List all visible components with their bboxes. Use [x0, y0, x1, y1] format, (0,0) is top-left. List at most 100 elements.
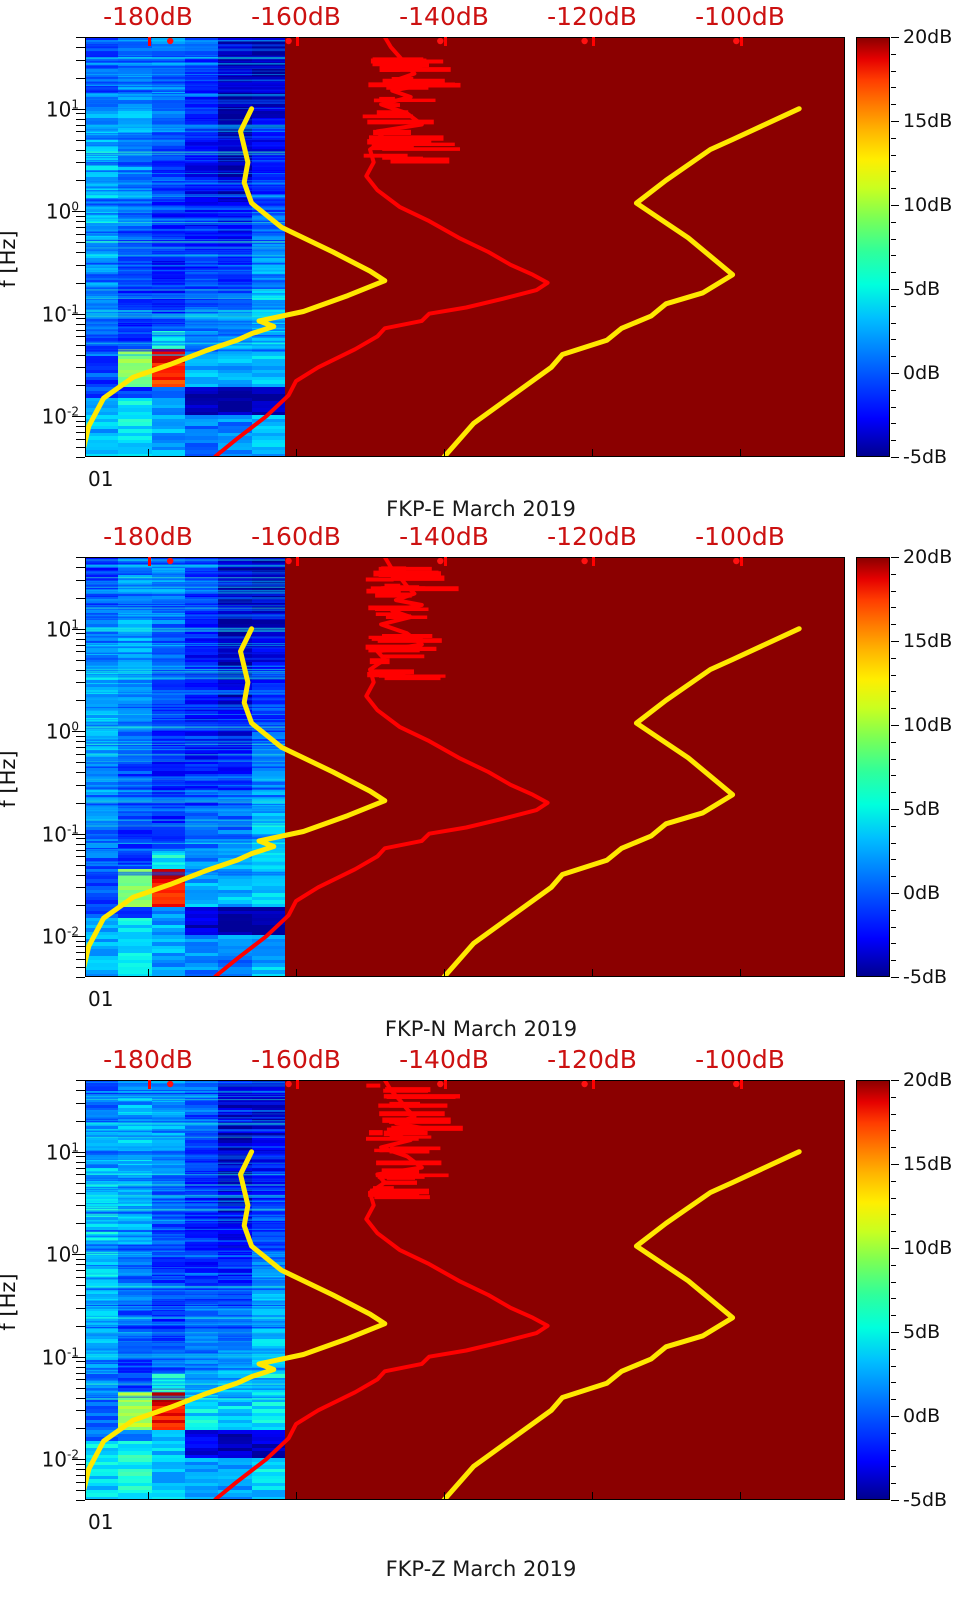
- heatmap-cell: [151, 788, 185, 792]
- heatmap-cell: [218, 425, 252, 429]
- y-axis-label-mantissa: 10: [45, 1242, 72, 1267]
- heatmap-cell: [118, 390, 152, 394]
- heatmap-cell: [251, 37, 285, 41]
- heatmap-cell: [251, 86, 285, 90]
- colorbar-minor-tick: [891, 70, 896, 72]
- heatmap-cell: [218, 760, 252, 764]
- heatmap-cell: [85, 844, 119, 848]
- heatmap-cell: [118, 446, 152, 450]
- heatmap-cell: [184, 1496, 219, 1500]
- y-axis-tick: [76, 1387, 85, 1389]
- heatmap-cell: [151, 669, 185, 673]
- heatmap-cell: [85, 942, 119, 946]
- heatmap-cell: [218, 700, 252, 704]
- heatmap-cell: [118, 345, 152, 349]
- heatmap-cell: [218, 970, 252, 974]
- heatmap-cell: [151, 819, 185, 823]
- heatmap-cell: [251, 1094, 285, 1098]
- heatmap-cell: [118, 404, 152, 408]
- heatmap-cell: [118, 634, 152, 638]
- heatmap-cell: [118, 1398, 152, 1402]
- heatmap-cell: [151, 68, 185, 72]
- heatmap-cell: [151, 1486, 185, 1490]
- heatmap-cell: [151, 655, 185, 659]
- heatmap-cell: [218, 942, 252, 946]
- heatmap-cell: [85, 142, 119, 146]
- heatmap-cell: [218, 945, 252, 949]
- y-axis-label: 10-2: [42, 926, 79, 947]
- colorbar-label: 5dB: [903, 1321, 941, 1343]
- y-axis-tick: [76, 1428, 85, 1430]
- heatmap-cell: [118, 366, 152, 370]
- y-axis-tick: [72, 416, 85, 418]
- heatmap-cell: [218, 1437, 252, 1441]
- heatmap-cell: [218, 910, 252, 914]
- heatmap-cell: [118, 648, 152, 652]
- heatmap-cell: [251, 96, 285, 100]
- heatmap-cell: [218, 567, 252, 571]
- colorbar-minor-tick: [891, 1197, 896, 1199]
- heatmap-cell: [118, 86, 152, 90]
- heatmap-cell: [251, 749, 285, 753]
- heatmap-cell: [118, 369, 152, 373]
- y-axis-tick: [76, 784, 85, 786]
- heatmap-cell: [251, 103, 285, 107]
- heatmap-cell: [251, 620, 285, 624]
- heatmap-cell: [251, 285, 285, 289]
- heatmap-cell: [218, 299, 252, 303]
- heatmap-cell: [251, 51, 285, 55]
- heatmap-cell: [85, 623, 119, 627]
- y-axis-label: 100: [46, 721, 79, 742]
- heatmap-cell: [118, 317, 152, 321]
- heatmap-cell: [85, 285, 119, 289]
- heatmap-cell: [151, 103, 185, 107]
- heatmap-cell: [251, 1391, 285, 1395]
- heatmap-cell: [118, 394, 152, 398]
- heatmap-cell: [151, 956, 185, 960]
- heatmap-cell: [151, 1496, 185, 1500]
- colorbar-minor-tick: [891, 137, 896, 139]
- y-axis-label-exponent: 1: [71, 617, 79, 632]
- y-axis-tick: [76, 741, 85, 743]
- heatmap-cell: [251, 142, 285, 146]
- heatmap-cell: [151, 1402, 185, 1406]
- heatmap-cell: [251, 788, 285, 792]
- heatmap-cell: [118, 257, 152, 261]
- heatmap-cell: [118, 1342, 152, 1346]
- heatmap-cell: [85, 1416, 119, 1420]
- heatmap-cell: [151, 355, 185, 359]
- heatmap-cell: [184, 910, 219, 914]
- heatmap-cell: [184, 1185, 219, 1189]
- heatmap-cell: [118, 1202, 152, 1206]
- ppsd-plot-area[interactable]: [85, 557, 845, 977]
- heatmap-cell: [151, 376, 185, 380]
- heatmap-cell: [251, 1206, 285, 1210]
- heatmap-cell: [151, 226, 185, 230]
- heatmap-cell: [218, 1279, 252, 1283]
- heatmap-cell: [218, 380, 252, 384]
- heatmap-cell: [85, 226, 119, 230]
- y-axis-tick: [76, 1481, 85, 1483]
- y-axis-label: 10-1: [42, 823, 79, 844]
- colorbar-minor-tick: [891, 792, 896, 794]
- heatmap-cell: [251, 784, 285, 788]
- heatmap-cell: [184, 243, 219, 247]
- heatmap-cell: [184, 271, 219, 275]
- heatmap-cell: [151, 746, 185, 750]
- heatmap-cell: [218, 1160, 252, 1164]
- heatmap-cell: [85, 96, 119, 100]
- heatmap-cell: [85, 896, 119, 900]
- heatmap-cell: [118, 655, 152, 659]
- heatmap-cell: [218, 1087, 252, 1091]
- heatmap-cell: [118, 1311, 152, 1315]
- colorbar-minor-tick: [891, 842, 896, 844]
- y-axis-tick: [76, 1410, 85, 1412]
- heatmap-cell: [251, 648, 285, 652]
- heatmap-cell: [184, 700, 219, 704]
- top-axis-marker: [581, 37, 588, 45]
- heatmap-cell: [184, 805, 219, 809]
- heatmap-cell: [251, 1461, 285, 1465]
- noise-model-high-curve: [441, 626, 802, 977]
- heatmap-cell: [118, 1209, 152, 1213]
- heatmap-cell: [151, 760, 185, 764]
